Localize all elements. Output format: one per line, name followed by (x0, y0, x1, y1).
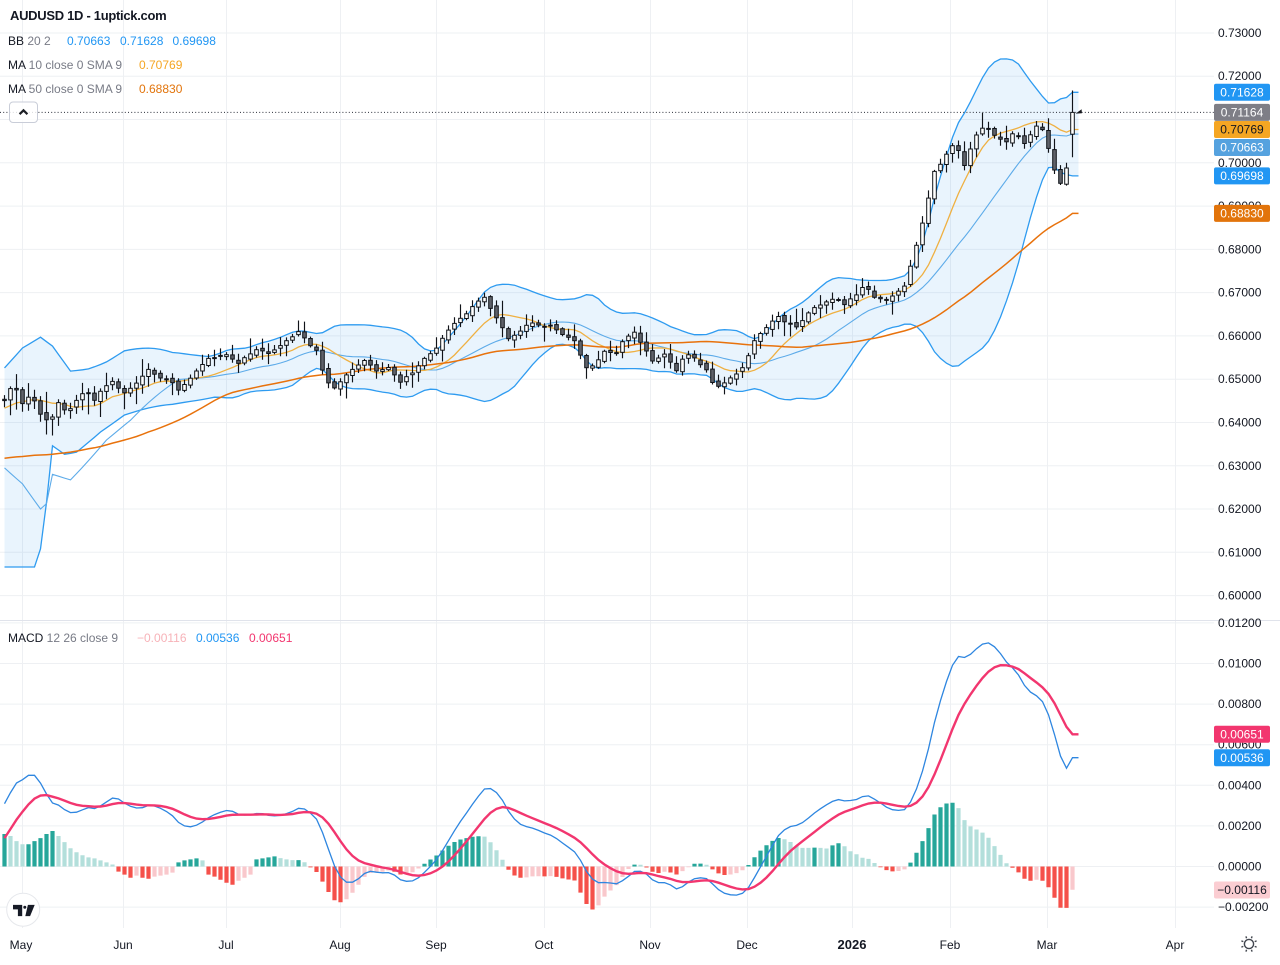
svg-text:Nov: Nov (639, 938, 660, 952)
svg-text:0.01000: 0.01000 (1218, 657, 1262, 671)
svg-text:0.00800: 0.00800 (1218, 697, 1262, 711)
svg-text:0.65000: 0.65000 (1218, 372, 1262, 386)
svg-text:2026: 2026 (838, 937, 867, 952)
svg-text:Aug: Aug (329, 938, 350, 952)
svg-text:0.66000: 0.66000 (1218, 329, 1262, 343)
svg-text:0.01200: 0.01200 (1218, 616, 1262, 630)
svg-text:May: May (10, 938, 33, 952)
svg-text:0.00536: 0.00536 (1220, 751, 1264, 765)
svg-text:0.70000: 0.70000 (1218, 156, 1262, 170)
svg-text:AUDUSD 1D - 1uptick.com: AUDUSD 1D - 1uptick.com (10, 8, 166, 23)
svg-text:MA 10 close 0 SMA 90.70769: MA 10 close 0 SMA 9 0.70769 (8, 58, 183, 72)
svg-text:Feb: Feb (940, 938, 961, 952)
svg-text:−0.00116: −0.00116 (1217, 883, 1267, 897)
svg-text:−0.00200: −0.00200 (1218, 900, 1269, 914)
svg-text:0.69698: 0.69698 (1220, 169, 1264, 183)
svg-text:0.71628: 0.71628 (1220, 86, 1264, 100)
svg-text:0.67000: 0.67000 (1218, 286, 1262, 300)
svg-text:MA 50 close 0 SMA 90.68830: MA 50 close 0 SMA 9 0.68830 (8, 82, 183, 96)
svg-text:0.60000: 0.60000 (1218, 589, 1262, 603)
svg-text:0.72000: 0.72000 (1218, 69, 1262, 83)
svg-text:0.00000: 0.00000 (1218, 860, 1262, 874)
svg-text:Jul: Jul (218, 938, 233, 952)
svg-text:0.71164: 0.71164 (1221, 106, 1264, 120)
svg-text:Apr: Apr (1166, 938, 1185, 952)
svg-text:0.70769: 0.70769 (1220, 123, 1264, 137)
svg-text:0.62000: 0.62000 (1218, 502, 1262, 516)
svg-text:0.63000: 0.63000 (1218, 459, 1262, 473)
svg-text:0.70663: 0.70663 (1220, 141, 1264, 155)
svg-text:Jun: Jun (113, 938, 132, 952)
svg-text:0.68000: 0.68000 (1218, 242, 1262, 256)
svg-text:0.68830: 0.68830 (1220, 207, 1264, 221)
svg-text:Mar: Mar (1037, 938, 1058, 952)
svg-text:0.00651: 0.00651 (1220, 728, 1264, 742)
svg-text:Dec: Dec (736, 938, 757, 952)
svg-text:0.64000: 0.64000 (1218, 416, 1262, 430)
svg-text:0.00400: 0.00400 (1218, 778, 1262, 792)
svg-text:0.73000: 0.73000 (1218, 26, 1262, 40)
svg-text:Sep: Sep (425, 938, 447, 952)
svg-text:Oct: Oct (535, 938, 554, 952)
svg-text:0.00200: 0.00200 (1218, 819, 1262, 833)
svg-text:0.61000: 0.61000 (1218, 545, 1262, 559)
